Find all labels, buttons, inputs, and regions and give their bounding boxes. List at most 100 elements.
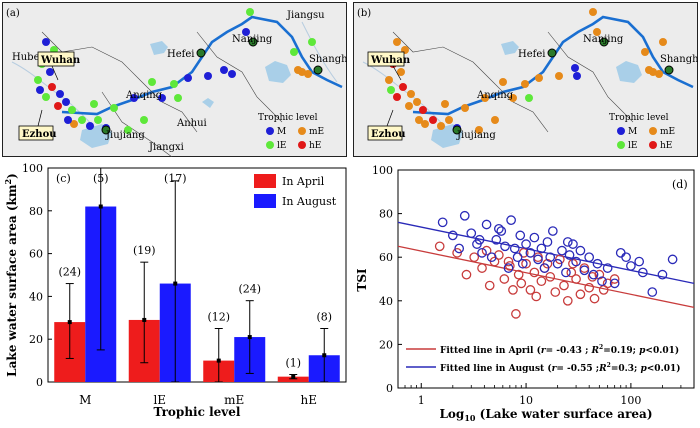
point-august — [491, 234, 502, 245]
map-b-legend-me: mE — [660, 127, 675, 137]
bar-y-axis-label: Lake water surface area (km2) — [3, 173, 19, 377]
point-april — [531, 291, 542, 302]
bar-legend-august-swatch — [254, 194, 276, 208]
bar-count-label: (5) — [93, 172, 109, 185]
point-april — [525, 285, 536, 295]
bar-count-label: (8) — [316, 311, 332, 324]
bar-y-axis-label-end: ) — [5, 173, 19, 179]
scatter-legend-august-prefix: Fitted line in August ( — [440, 363, 552, 374]
scatter-y-axis-label: TSI — [355, 268, 369, 292]
bar-mean-marker — [247, 335, 252, 340]
map-b-svg: (b) Hefei Nanjing Shanghai Anqing Jiujia… — [353, 2, 700, 157]
point-august — [542, 237, 553, 247]
scatter-y-tick-label: 80 — [379, 208, 393, 221]
map-b-panel-label: (b) — [357, 8, 371, 19]
point-april — [513, 269, 524, 280]
point-april — [503, 256, 514, 267]
bar-y-tick-label: 0 — [36, 376, 43, 389]
bar-mean-marker — [67, 320, 72, 325]
map-b-city-anqing: Anqing — [476, 90, 514, 101]
scatter-legend-april-R-val: =0.19; — [603, 346, 639, 356]
bar-legend-april-swatch — [254, 174, 276, 188]
point-august — [500, 241, 510, 252]
point-august — [533, 254, 543, 265]
scatter-legend-april: Fitted line in April (r= -0.43 ; R2=0.19… — [440, 344, 679, 356]
bar-x-tick-label: hE — [301, 393, 318, 407]
point-april — [575, 289, 586, 300]
bar-x-axis-label: Trophic level — [154, 405, 241, 419]
point-august — [437, 217, 448, 228]
scatter-panel-label: (d) — [672, 178, 688, 191]
scatter-x-axis-label-sub: 10 — [464, 413, 476, 423]
map-a-legend-m: M — [277, 127, 286, 137]
scatter-legend-april-R-sup: 2 — [599, 344, 603, 351]
point-august — [486, 252, 497, 263]
point-august — [496, 226, 507, 236]
scatter-chart-panel: (d) 0 20 40 60 80 100 1 10 100 Log10 (Lake wate… — [350, 160, 700, 424]
point-april — [559, 280, 569, 291]
scatter-legend-august-R-sup: 2 — [607, 362, 611, 369]
scatter-legend-april-p-val: <0.01) — [645, 345, 679, 356]
point-august — [575, 245, 586, 256]
scatter-y-tick-label: 20 — [379, 338, 393, 351]
point-april — [469, 252, 480, 263]
point-august — [459, 210, 470, 221]
point-august — [454, 243, 465, 254]
point-august — [621, 252, 631, 263]
scatter-x-axis-label-main: Log — [439, 407, 464, 421]
map-a-panel-label: (a) — [6, 8, 20, 19]
point-april — [484, 280, 495, 291]
point-april — [584, 282, 595, 293]
point-august — [634, 256, 645, 267]
map-b-city-hefei: Hefei — [518, 49, 545, 60]
map-b-legend-m: M — [628, 127, 637, 137]
bar-mean-marker — [173, 281, 178, 286]
point-april — [602, 278, 613, 289]
scatter-x-axis-label-end: (Lake water surface area) — [475, 407, 652, 421]
bar-mean-marker — [291, 374, 296, 379]
map-a-svg: (a) Hubei Jiangsu Anhui Jiangxi Hefei Na… — [2, 2, 357, 158]
point-august — [602, 263, 613, 273]
point-april — [481, 245, 492, 256]
map-b-legend-le: lE — [628, 141, 637, 151]
map-b-city-ezhou: Ezhou — [371, 129, 406, 140]
bar-mean-marker — [142, 317, 147, 322]
map-b-city-wuhan: Wuhan — [370, 55, 411, 66]
scatter-x-axis-label: Log10 (Lake water surface area) — [439, 407, 652, 423]
map-a-city-hefei: Hefei — [167, 49, 194, 60]
scatter-x-tick-label: 1 — [418, 394, 425, 407]
map-a-province-jiangsu: Jiangsu — [286, 10, 325, 21]
point-april — [571, 274, 581, 284]
point-august — [609, 278, 620, 289]
point-april — [452, 247, 462, 258]
map-b-city-nanjing: Nanjing — [583, 34, 624, 45]
point-april — [504, 261, 515, 271]
point-april — [609, 274, 620, 284]
bar-y-tick-label: 80 — [29, 205, 43, 218]
point-april — [461, 269, 472, 280]
map-a-city-ezhou: Ezhou — [22, 129, 57, 140]
bar — [277, 376, 309, 382]
bar-x-tick-label: mE — [224, 393, 244, 407]
point-august — [509, 243, 520, 254]
scatter-legend-april-r-val: = -0.43 ; — [546, 346, 592, 356]
point-august — [494, 224, 504, 234]
point-august — [592, 258, 603, 269]
scatter-legend-august-R: R — [598, 364, 607, 374]
bar-panel-label: (c) — [56, 172, 71, 185]
point-august — [626, 261, 636, 271]
point-august — [521, 239, 531, 249]
point-april — [529, 267, 540, 278]
point-august — [597, 276, 607, 287]
point-april — [536, 276, 547, 287]
point-august — [474, 234, 485, 245]
map-a-province-anhui: Anhui — [176, 118, 207, 129]
point-april — [516, 278, 527, 289]
bar-mean-marker — [216, 358, 221, 363]
map-a-province-hubei: Hubei — [12, 52, 43, 63]
point-august — [657, 269, 668, 280]
point-april — [589, 293, 600, 304]
